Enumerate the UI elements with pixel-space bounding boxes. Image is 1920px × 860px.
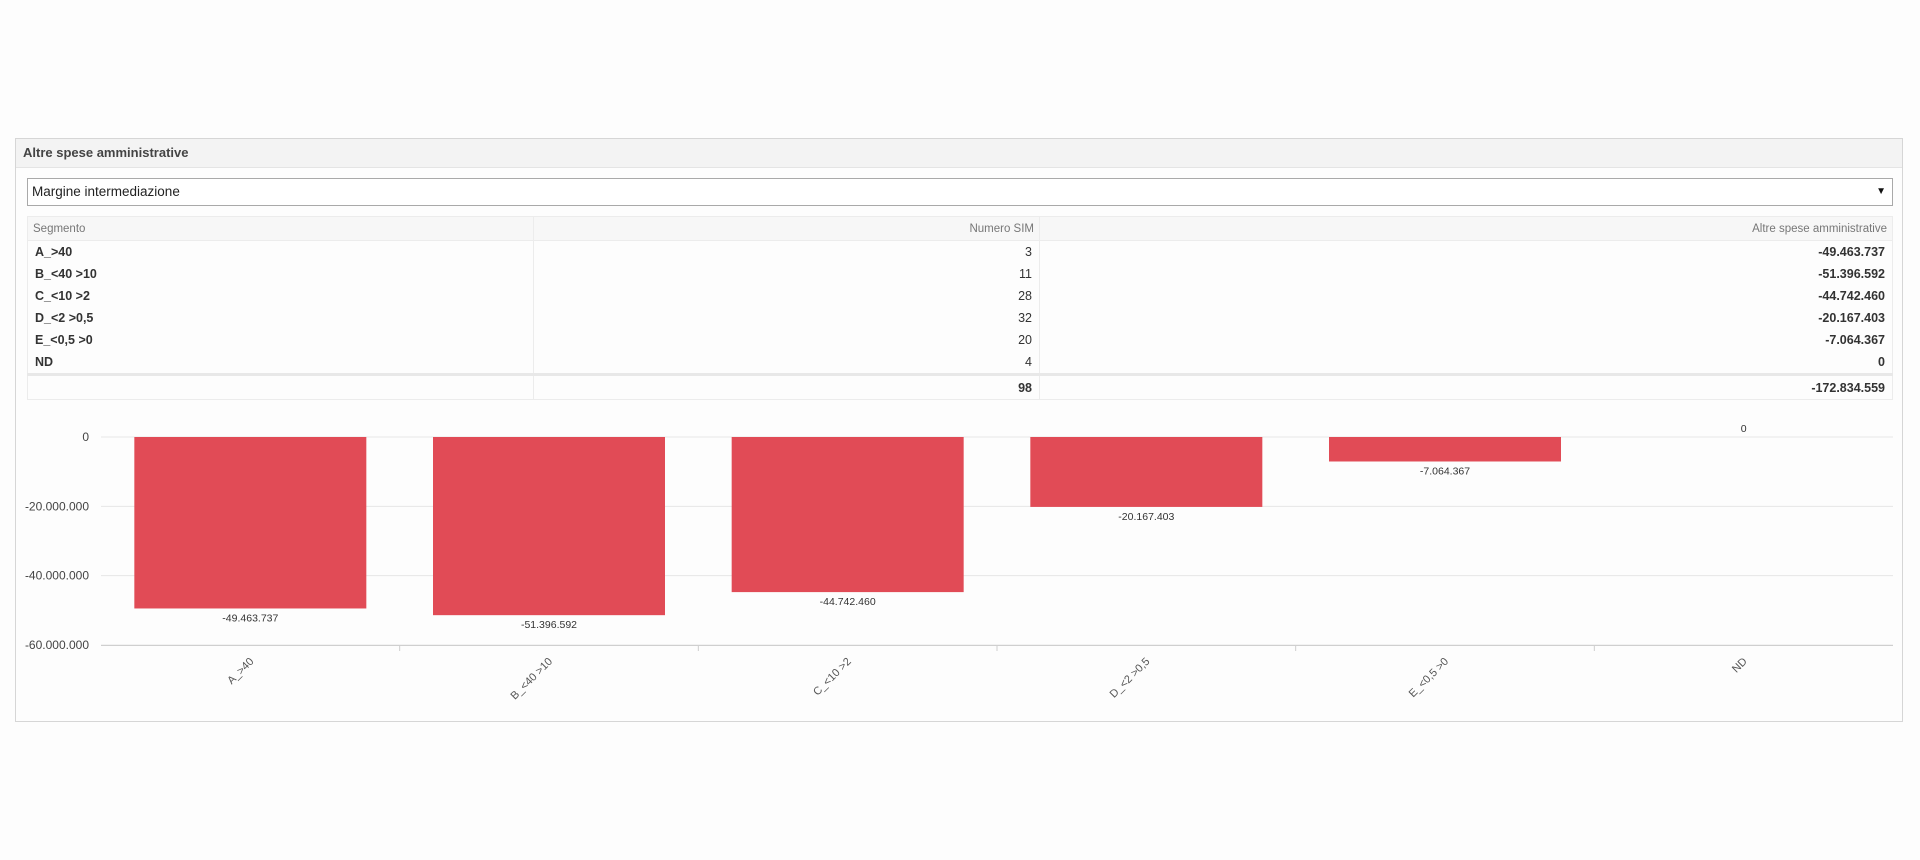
cell-altre-spese: 0 — [1039, 351, 1893, 375]
cell-segmento: D_<2 >0,5 — [27, 307, 534, 329]
y-tick-label: 0 — [82, 430, 89, 444]
chevron-down-icon[interactable]: ▼ — [1876, 186, 1886, 197]
y-tick-label: -40.000.000 — [25, 569, 89, 583]
table-row: ND 4 0 — [27, 351, 1893, 375]
panel-title: Altre spese amministrative — [16, 139, 1902, 168]
data-label: -7.064.367 — [1420, 465, 1470, 477]
y-tick-label: -60.000.000 — [25, 638, 89, 652]
cell-segmento: C_<10 >2 — [27, 285, 534, 307]
total-altre-spese: -172.834.559 — [1039, 373, 1893, 400]
x-category-label: B_<40 >10 — [509, 656, 556, 703]
x-category-label: ND — [1730, 656, 1750, 676]
table-total-row: 98 -172.834.559 — [27, 373, 1893, 400]
cell-numero-sim: 20 — [533, 329, 1040, 351]
cell-segmento: A_>40 — [27, 240, 534, 263]
x-category-label: C_<10 >2 — [811, 656, 854, 699]
bar — [731, 437, 964, 593]
cell-altre-spese: -7.064.367 — [1039, 329, 1893, 351]
total-segmento — [27, 373, 534, 400]
cell-numero-sim: 11 — [533, 263, 1040, 285]
x-category-label: E_<0,5 >0 — [1407, 656, 1451, 700]
x-category-label: D_<2 >0,5 — [1108, 656, 1153, 701]
data-label: 0 — [1741, 423, 1747, 435]
table-row: D_<2 >0,5 32 -20.167.403 — [27, 307, 1893, 329]
table-row: B_<40 >10 11 -51.396.592 — [27, 263, 1893, 285]
y-tick-label: -20.000.000 — [25, 499, 89, 513]
cell-altre-spese: -51.396.592 — [1039, 263, 1893, 285]
data-label: -44.742.460 — [820, 596, 876, 608]
cell-segmento: ND — [27, 351, 534, 375]
table-row: E_<0,5 >0 20 -7.064.367 — [27, 329, 1893, 351]
bar — [1329, 437, 1561, 462]
segment-table: Segmento Numero SIM Altre spese amminist… — [27, 216, 1893, 400]
col-header-numero-sim[interactable]: Numero SIM — [533, 216, 1040, 241]
indicator-select-value: Margine intermediazione — [32, 184, 180, 199]
cell-numero-sim: 28 — [533, 285, 1040, 307]
cell-segmento: E_<0,5 >0 — [27, 329, 534, 351]
x-category-label: A_>40 — [225, 656, 256, 687]
data-label: -20.167.403 — [1118, 511, 1174, 523]
indicator-select[interactable]: Margine intermediazione ▼ — [27, 178, 1893, 206]
total-numero-sim: 98 — [533, 373, 1040, 400]
table-row: A_>40 3 -49.463.737 — [27, 240, 1893, 263]
bar-chart: 0 -20.000.000 -40.000.000 -60.000.000 -49.46… — [25, 423, 1893, 703]
table-header-row: Segmento Numero SIM Altre spese amminist… — [27, 216, 1893, 241]
bar — [134, 437, 367, 609]
col-header-altre-spese[interactable]: Altre spese amministrative — [1039, 216, 1893, 241]
cell-segmento: B_<40 >10 — [27, 263, 534, 285]
col-header-segmento[interactable]: Segmento — [27, 216, 534, 241]
altre-spese-panel: Altre spese amministrative Margine inter… — [15, 138, 1903, 722]
data-label: -51.396.592 — [521, 619, 577, 631]
data-label: -49.463.737 — [222, 612, 278, 624]
bar — [433, 437, 665, 616]
bar — [1030, 437, 1263, 507]
cell-altre-spese: -49.463.737 — [1039, 240, 1893, 263]
cell-altre-spese: -44.742.460 — [1039, 285, 1893, 307]
cell-altre-spese: -20.167.403 — [1039, 307, 1893, 329]
table-row: C_<10 >2 28 -44.742.460 — [27, 285, 1893, 307]
